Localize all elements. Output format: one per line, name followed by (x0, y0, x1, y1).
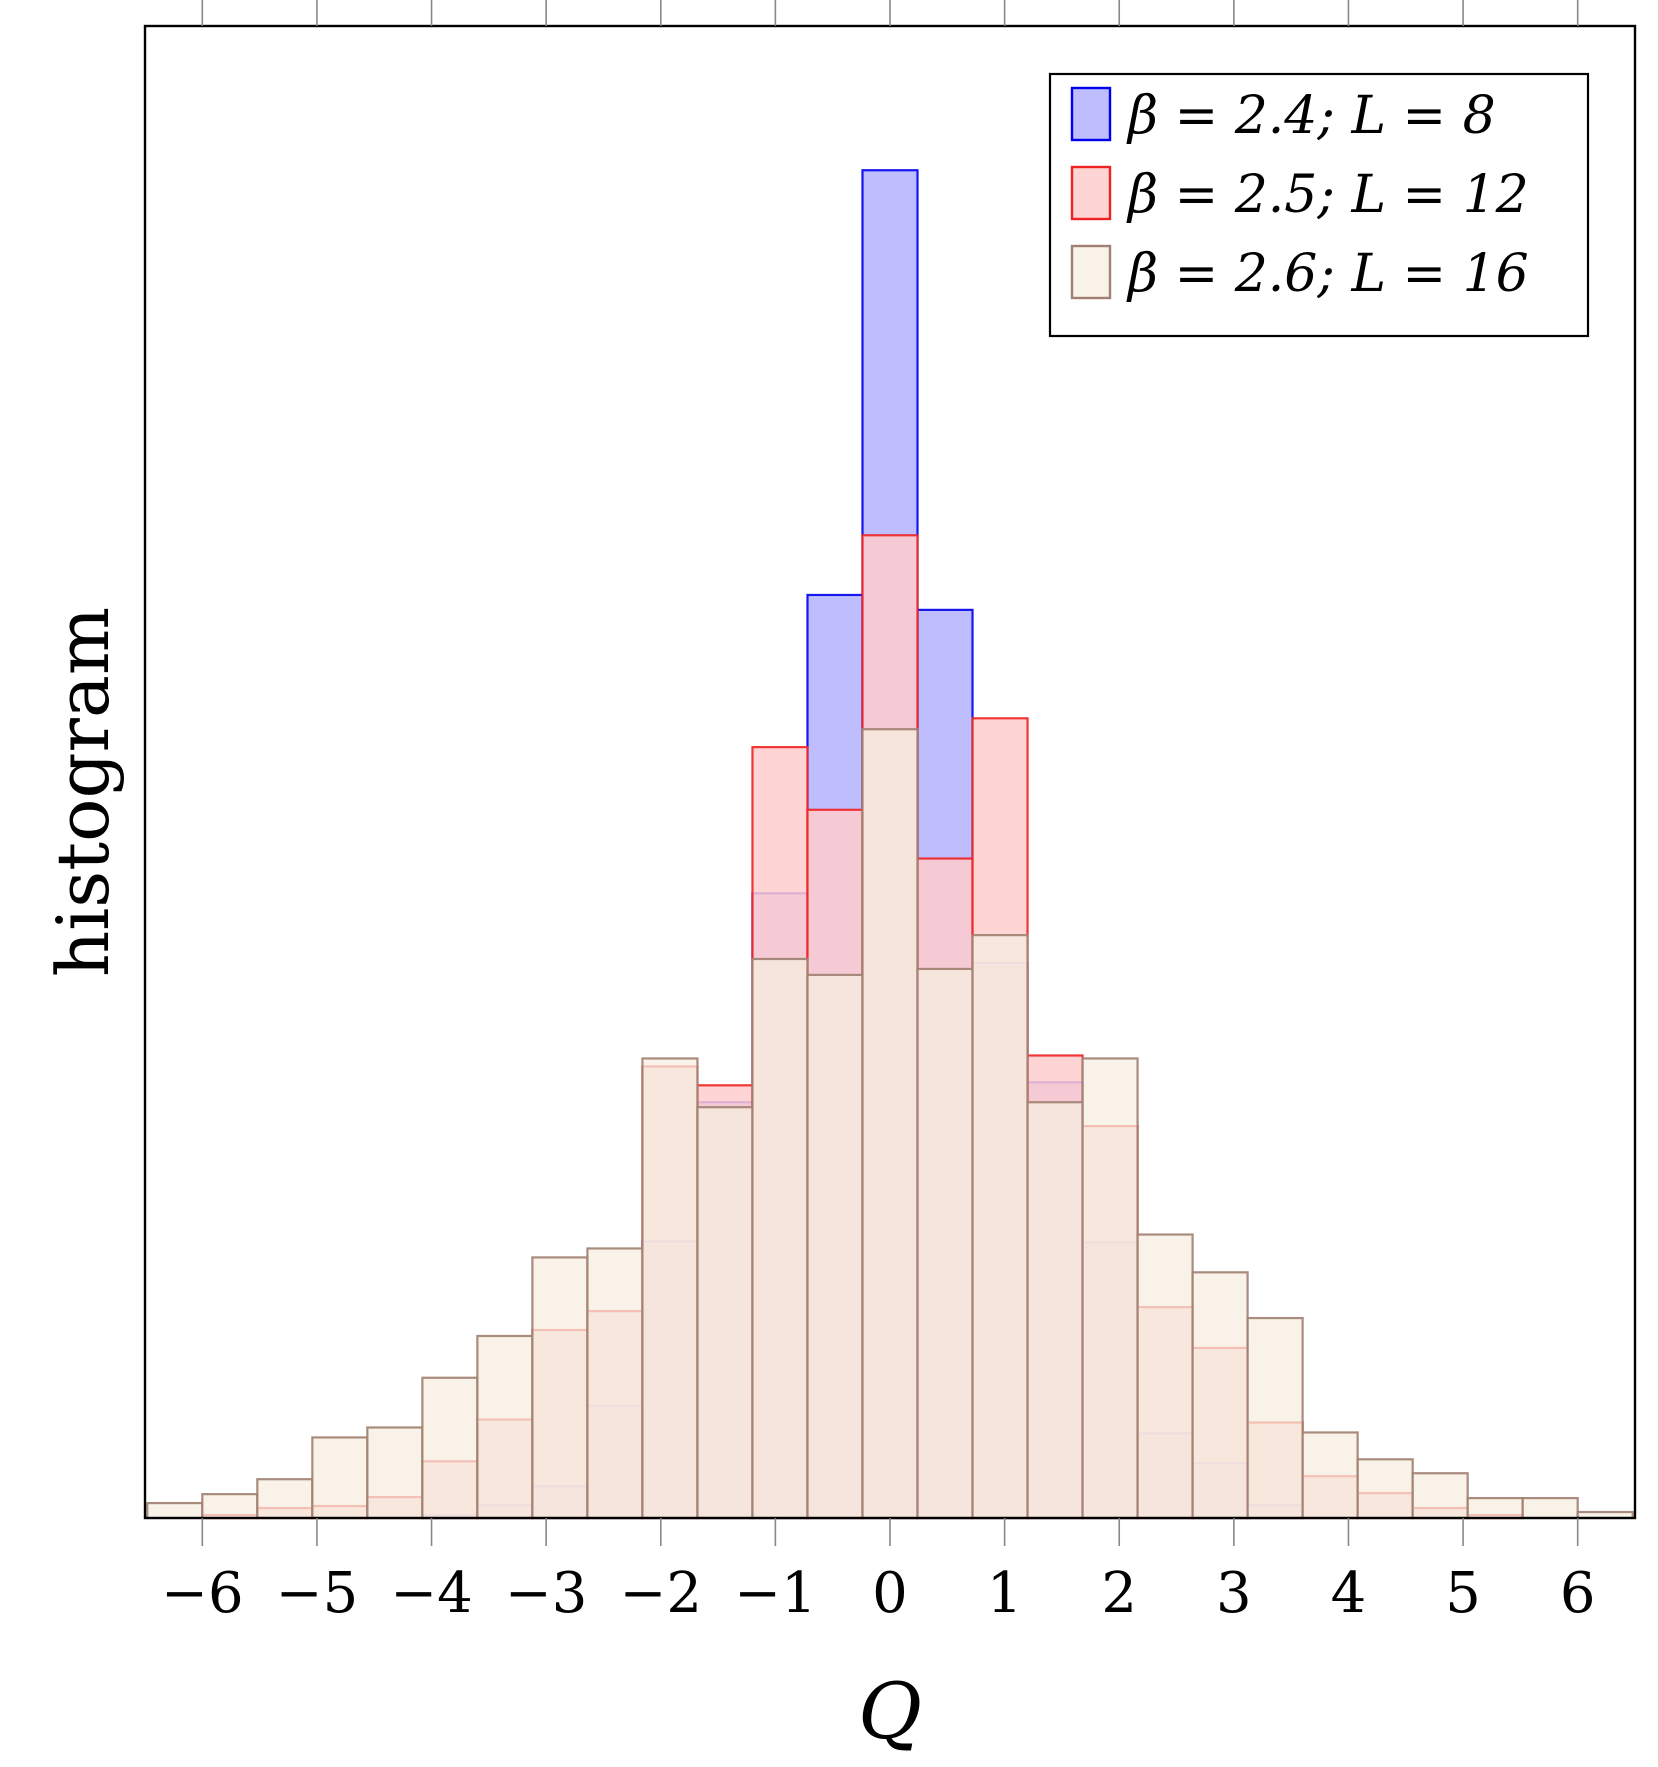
bar (586, 1247, 644, 1520)
bar (201, 1493, 259, 1520)
legend-swatch-2 (1070, 165, 1112, 221)
x-tick-label: −2 (619, 1561, 702, 1626)
bar (531, 1256, 589, 1520)
x-tick-label: 4 (1331, 1561, 1367, 1626)
bar (971, 934, 1029, 1520)
x-tick-label: 0 (872, 1561, 908, 1626)
bar (1411, 1472, 1469, 1520)
bar (476, 1334, 534, 1520)
bar (1136, 1233, 1194, 1520)
y-axis-title: histogram (41, 607, 125, 977)
bar (751, 957, 809, 1520)
bar (696, 1106, 754, 1520)
x-tick-label: 5 (1445, 1561, 1481, 1626)
x-tick-label: −1 (734, 1561, 817, 1626)
x-ticks: −6 −5 −4 −3 −2 −1 0 1 2 3 4 5 6 (161, 0, 1596, 1626)
x-tick-label: 6 (1560, 1561, 1596, 1626)
legend-label-3: β = 2.6; L = 16 (1126, 244, 1529, 304)
legend-swatch-1 (1070, 86, 1112, 142)
bar (311, 1436, 369, 1520)
bar (366, 1426, 424, 1520)
bar (256, 1478, 314, 1520)
bar (806, 973, 864, 1520)
bar (421, 1376, 479, 1520)
legend-layer: β = 2.4; L = 8 β = 2.5; L = 12 β = 2.6; L … (1048, 72, 1590, 338)
bar (1246, 1316, 1304, 1520)
x-tick-label: −6 (161, 1561, 244, 1626)
bar (1081, 1057, 1139, 1520)
bar (1356, 1458, 1414, 1520)
bars-layer (146, 169, 1634, 1520)
bar (146, 1501, 204, 1520)
bar (1301, 1431, 1359, 1520)
x-tick-label: −5 (276, 1561, 359, 1626)
series-3-bars (146, 728, 1634, 1520)
bar (1191, 1271, 1249, 1520)
bar (1521, 1497, 1579, 1520)
x-axis-title: Q (858, 1667, 922, 1757)
x-tick-label: −3 (505, 1561, 588, 1626)
x-tick-label: 1 (987, 1561, 1023, 1626)
bar (916, 967, 974, 1520)
x-tick-label: 3 (1216, 1561, 1252, 1626)
bar (861, 728, 919, 1520)
x-tick-label: −4 (390, 1561, 473, 1626)
bar (641, 1057, 699, 1520)
x-tick-label: 2 (1101, 1561, 1137, 1626)
bar (1466, 1497, 1524, 1520)
bar (1026, 1101, 1084, 1520)
legend-label-2: β = 2.5; L = 12 (1126, 165, 1529, 225)
legend-swatch-3 (1070, 244, 1112, 300)
legend-box (1048, 72, 1590, 338)
legend-label-1: β = 2.4; L = 8 (1126, 86, 1496, 146)
